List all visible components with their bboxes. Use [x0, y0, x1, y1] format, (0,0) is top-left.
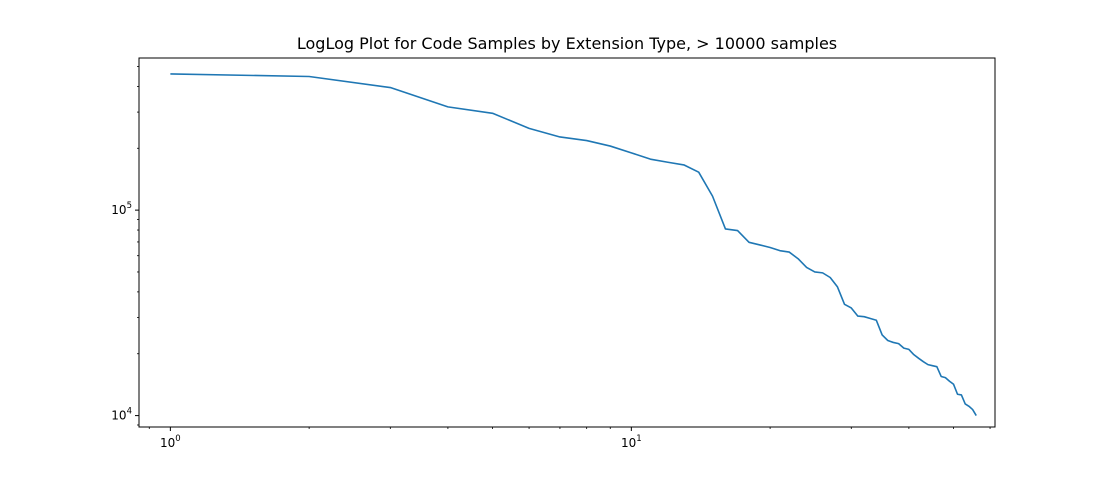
x-axis: 100 101	[148, 427, 991, 450]
series-layer	[170, 73, 977, 417]
y-tick-label: 104	[111, 407, 132, 423]
chart-title: LogLog Plot for Code Samples by Extensio…	[297, 34, 837, 53]
series-line	[170, 73, 977, 417]
x-tick-label: 100	[160, 434, 181, 450]
x-tick-label: 101	[621, 434, 642, 450]
plot-frame	[138, 57, 996, 428]
y-tick-label: 105	[111, 201, 132, 217]
